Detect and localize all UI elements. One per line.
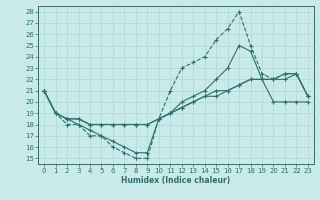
X-axis label: Humidex (Indice chaleur): Humidex (Indice chaleur) — [121, 176, 231, 185]
